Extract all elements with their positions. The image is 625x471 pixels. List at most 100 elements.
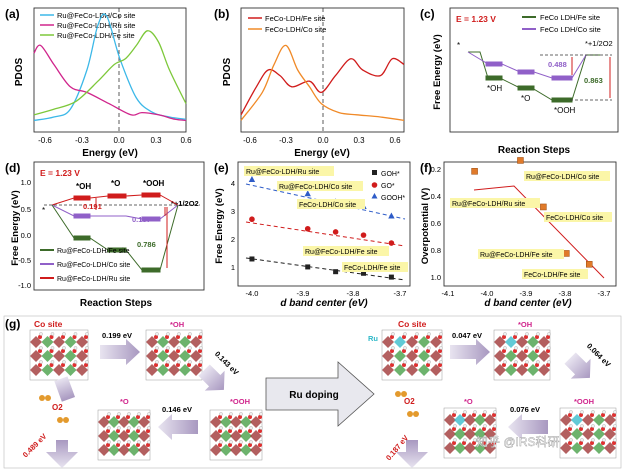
panel-a-ylabel: PDOS [14,58,25,87]
metal-octahedron [138,430,150,442]
h-atom [127,440,131,444]
o-atom [546,363,550,367]
o-atom [165,349,169,353]
energy-level [517,85,535,91]
metal-octahedron [210,430,222,442]
annotation: Ru@FeCo-LDH/Fe site [480,252,553,259]
annotation: FeCo-LDH/Fe site [344,265,401,272]
data-point [388,240,395,246]
h-atom [569,424,573,428]
h-atom [39,360,43,364]
o-atom [414,335,418,339]
slab-box [145,329,203,381]
o-atom [218,415,222,419]
overpotential-value: 0.187 [132,215,151,224]
h-atom [525,346,529,350]
h-atom [177,360,181,364]
data-point [249,256,255,262]
fit-line [245,257,406,281]
y-tick: 0.5 [21,205,31,214]
h-atom [50,360,55,364]
oxygen-atom [413,411,419,417]
legend-marker [371,182,378,188]
x-tick: -4.1 [442,289,455,298]
o-atom [165,335,169,339]
y-tick: 0.6 [431,219,441,228]
h-atom [127,412,131,416]
y-tick: 0.4 [431,192,441,201]
h-atom [166,360,170,364]
metal-octahedron [128,430,140,442]
metal-octahedron [505,364,517,376]
oxygen-atom [39,395,45,401]
site-label: Co site [398,319,427,329]
o-atom [248,443,252,447]
h-atom [259,426,263,430]
panel-g: (g) Co site 0.199 eV *OH 0.143 eV *OOH 0… [3,315,622,469]
annotation: FeCo-LDH/Fe site [524,272,581,279]
highlight-box [544,212,612,222]
panel-d-label: (d) [5,161,20,175]
o-atom [601,441,605,445]
metal-octahedron [593,428,605,440]
h-atom [483,438,487,442]
panel-d-green-path [51,204,179,273]
metal-octahedron [128,416,140,428]
x-tick: -0.3 [279,136,293,145]
h-atom [415,360,419,364]
h-atom [62,332,66,336]
legend-entry: GO* [381,183,395,190]
y-tick: 0.8 [431,246,441,255]
panel-f-yticks: 0.2 0.4 0.6 0.8 1.0 [431,165,441,282]
step-label: *O [521,94,530,103]
x-tick: 0.6 [389,136,401,145]
h-atom [50,332,55,336]
h-atom [199,332,203,336]
data-point [305,264,311,270]
panel-a-legend: Ru@FeCo-LDH/Co site Ru@FeCo-LDH/Ru site … [40,11,135,40]
h-atom [427,346,431,350]
o-atom [165,363,169,367]
data-point [249,216,255,223]
metal-octahedron [240,444,252,456]
metal-octahedron [444,428,456,440]
metal-octahedron [582,414,594,426]
energy-level [551,75,573,81]
panel-f-ylabel: Overpotential (V) [420,188,431,265]
o-atom [198,363,202,367]
fit-line [245,183,406,220]
species-label: O2 [52,403,63,412]
metal-octahedron [560,428,572,440]
metal-octahedron [538,364,550,376]
h-atom [73,346,78,350]
oxygen-atom [407,411,413,417]
o-atom [106,429,110,433]
panel-b-label: (b) [214,7,229,21]
energy-level [485,75,503,81]
step-energy: 0.146 eV [162,405,192,414]
metal-octahedron [220,444,232,456]
y-tick: 1.0 [21,178,31,187]
x-tick: 0.0 [317,136,329,145]
h-atom [117,440,121,444]
y-tick: -1.0 [18,281,31,290]
o-atom [492,427,496,431]
metal-octahedron [454,414,466,426]
o-atom [535,335,539,339]
overpotential-value: 0.786 [137,240,156,249]
metal-octahedron [593,414,605,426]
h-atom [137,412,141,416]
o-atom [438,363,442,367]
x-tick: 0.6 [180,136,192,145]
step-label: *O [111,179,120,188]
annotation: Ru@FeCo-LDH/Co site [526,174,599,181]
metal-octahedron [98,430,110,442]
o-atom [402,349,406,353]
crystal-slab [145,329,203,381]
panel-d-purple-path [51,204,179,222]
metal-octahedron [210,444,222,456]
o-atom [116,415,120,419]
o-atom [146,443,150,447]
highlight-box [277,181,363,191]
o-atom [579,413,583,417]
